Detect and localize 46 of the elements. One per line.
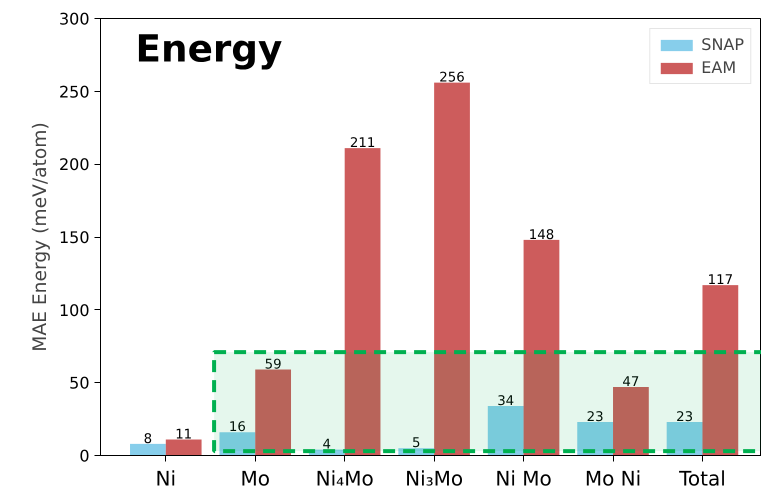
y-tick-label: 0 <box>79 446 90 466</box>
bar <box>130 444 166 456</box>
data-label: 23 <box>676 410 694 425</box>
data-label: 34 <box>497 394 514 409</box>
bar <box>166 439 202 456</box>
bar <box>666 422 702 456</box>
data-label: 59 <box>264 358 282 373</box>
y-tick-label: 300 <box>58 10 90 28</box>
bar <box>344 148 380 456</box>
x-tick-label: Ni₃Mo <box>405 466 464 490</box>
bar <box>308 450 345 456</box>
bar <box>613 387 649 456</box>
chart-title: Energy <box>136 26 282 70</box>
x-tick-label: Ni Mo <box>495 466 552 490</box>
data-label: 8 <box>144 432 152 447</box>
x-tick-label: Total <box>678 466 726 490</box>
y-axis-title: MAE Energy (meV/atom) <box>30 122 51 352</box>
data-label: 11 <box>175 427 192 442</box>
data-label: 117 <box>708 273 734 288</box>
data-label: 23 <box>586 410 604 425</box>
bar <box>577 422 614 456</box>
y-tick-label: 50 <box>69 374 90 393</box>
data-label: 211 <box>350 136 376 152</box>
data-label: 47 <box>622 375 640 390</box>
x-tick-label: Mo Ni <box>584 466 642 490</box>
bar <box>702 285 738 456</box>
y-tick-label: 200 <box>58 155 90 174</box>
data-label: 4 <box>322 438 332 453</box>
bar <box>255 370 292 456</box>
bar <box>488 406 524 456</box>
y-tick-label: 250 <box>58 82 90 102</box>
data-label: 148 <box>528 228 554 243</box>
data-label: 5 <box>412 436 420 452</box>
bar <box>398 448 434 456</box>
data-label: 256 <box>439 70 465 86</box>
x-tick-label: Mo <box>240 466 270 490</box>
legend-label: EAM <box>701 58 736 77</box>
bar <box>219 432 256 456</box>
bar <box>434 82 470 456</box>
y-tick-label: 100 <box>58 300 90 320</box>
y-tick-label: 150 <box>58 228 90 247</box>
bar <box>524 240 560 456</box>
legend-label: SNAP <box>701 35 744 54</box>
x-tick-label: Ni <box>156 466 176 490</box>
x-tick-label: Ni₄Mo <box>316 466 374 490</box>
data-label: 16 <box>228 420 246 436</box>
